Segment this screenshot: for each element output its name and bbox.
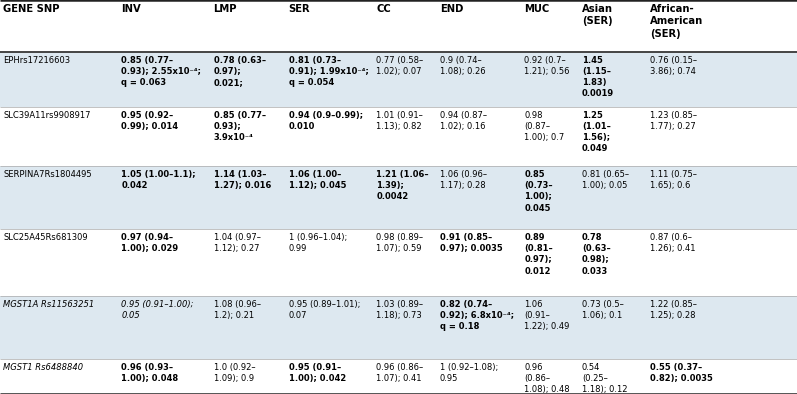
Text: 1 (0.92–1.08);
0.95: 1 (0.92–1.08); 0.95 [440, 363, 498, 383]
Text: 1.45
(1.15–
1.83)
0.0019: 1.45 (1.15– 1.83) 0.0019 [582, 56, 614, 98]
Text: 1.06 (0.96–
1.17); 0.28: 1.06 (0.96– 1.17); 0.28 [440, 170, 487, 190]
Text: GENE SNP: GENE SNP [3, 4, 60, 14]
Text: 0.87 (0.6–
1.26); 0.41: 0.87 (0.6– 1.26); 0.41 [650, 233, 696, 253]
Text: 0.94 (0.87–
1.02); 0.16: 0.94 (0.87– 1.02); 0.16 [440, 111, 487, 131]
Text: 0.98 (0.89–
1.07); 0.59: 0.98 (0.89– 1.07); 0.59 [376, 233, 423, 253]
Text: 0.98
(0.87–
1.00); 0.7: 0.98 (0.87– 1.00); 0.7 [524, 111, 565, 142]
Text: SLC25A45Rs681309: SLC25A45Rs681309 [3, 233, 88, 242]
Bar [0, 229, 797, 296]
Text: 1.0 (0.92–
1.09); 0.9: 1.0 (0.92– 1.09); 0.9 [214, 363, 255, 383]
Text: 1.06
(0.91–
1.22); 0.49: 1.06 (0.91– 1.22); 0.49 [524, 300, 570, 331]
Bar [0, 107, 797, 166]
Text: SER: SER [289, 4, 310, 14]
Text: 0.81 (0.73–
0.91); 1.99x10⁻⁴;
q = 0.054: 0.81 (0.73– 0.91); 1.99x10⁻⁴; q = 0.054 [289, 56, 368, 87]
Text: 1.14 (1.03–
1.27); 0.016: 1.14 (1.03– 1.27); 0.016 [214, 170, 271, 190]
Text: 0.92 (0.7–
1.21); 0.56: 0.92 (0.7– 1.21); 0.56 [524, 56, 570, 76]
Text: 0.85 (0.77–
0.93); 2.55x10⁻⁴;
q = 0.063: 0.85 (0.77– 0.93); 2.55x10⁻⁴; q = 0.063 [121, 56, 201, 87]
Text: 0.85
(0.73–
1.00);
0.045: 0.85 (0.73– 1.00); 0.045 [524, 170, 553, 212]
Text: 0.9 (0.74–
1.08); 0.26: 0.9 (0.74– 1.08); 0.26 [440, 56, 485, 76]
Text: 1 (0.96–1.04);
0.99: 1 (0.96–1.04); 0.99 [289, 233, 347, 253]
Text: MGST1 Rs6488840: MGST1 Rs6488840 [3, 363, 84, 372]
Text: EPHrs17216603: EPHrs17216603 [3, 56, 70, 65]
Text: 1.03 (0.89–
1.18); 0.73: 1.03 (0.89– 1.18); 0.73 [376, 300, 423, 320]
Text: Asian
(SER): Asian (SER) [582, 4, 613, 26]
Text: 0.81 (0.65–
1.00); 0.05: 0.81 (0.65– 1.00); 0.05 [582, 170, 629, 190]
Text: CC: CC [376, 4, 391, 14]
Text: 0.96 (0.93–
1.00); 0.048: 0.96 (0.93– 1.00); 0.048 [121, 363, 179, 383]
Text: 0.78
(0.63–
0.98);
0.033: 0.78 (0.63– 0.98); 0.033 [582, 233, 611, 275]
Text: INV: INV [121, 4, 141, 14]
Text: 0.73 (0.5–
1.06); 0.1: 0.73 (0.5– 1.06); 0.1 [582, 300, 624, 320]
Text: 1.06 (1.00–
1.12); 0.045: 1.06 (1.00– 1.12); 0.045 [289, 170, 346, 190]
Text: 0.96 (0.86–
1.07); 0.41: 0.96 (0.86– 1.07); 0.41 [376, 363, 423, 383]
Text: 0.82 (0.74–
0.92); 6.8x10⁻⁴;
q = 0.18: 0.82 (0.74– 0.92); 6.8x10⁻⁴; q = 0.18 [440, 300, 514, 331]
Text: END: END [440, 4, 463, 14]
Text: 0.95 (0.91–
1.00); 0.042: 0.95 (0.91– 1.00); 0.042 [289, 363, 346, 383]
Text: 0.95 (0.89–1.01);
0.07: 0.95 (0.89–1.01); 0.07 [289, 300, 360, 320]
Bar [0, 359, 797, 394]
Text: 1.11 (0.75–
1.65); 0.6: 1.11 (0.75– 1.65); 0.6 [650, 170, 697, 190]
Text: 0.94 (0.9–0.99);
0.010: 0.94 (0.9–0.99); 0.010 [289, 111, 363, 131]
Text: SLC39A11rs9908917: SLC39A11rs9908917 [3, 111, 91, 120]
Text: 0.55 (0.37–
0.82); 0.0035: 0.55 (0.37– 0.82); 0.0035 [650, 363, 713, 383]
Text: 1.22 (0.85–
1.25); 0.28: 1.22 (0.85– 1.25); 0.28 [650, 300, 697, 320]
Text: MGST1A Rs11563251: MGST1A Rs11563251 [3, 300, 94, 309]
Text: 0.95 (0.92–
0.99); 0.014: 0.95 (0.92– 0.99); 0.014 [121, 111, 179, 131]
Text: 0.91 (0.85–
0.97); 0.0035: 0.91 (0.85– 0.97); 0.0035 [440, 233, 503, 253]
Text: MUC: MUC [524, 4, 550, 14]
Text: 0.85 (0.77–
0.93);
3.9x10⁻⁴: 0.85 (0.77– 0.93); 3.9x10⁻⁴ [214, 111, 265, 142]
Text: 1.05 (1.00–1.1);
0.042: 1.05 (1.00–1.1); 0.042 [121, 170, 196, 190]
Text: 0.54
(0.25–
1.18); 0.12: 0.54 (0.25– 1.18); 0.12 [582, 363, 627, 394]
Bar [0, 52, 797, 107]
Text: 0.76 (0.15–
3.86); 0.74: 0.76 (0.15– 3.86); 0.74 [650, 56, 697, 76]
Text: 1.01 (0.91–
1.13); 0.82: 1.01 (0.91– 1.13); 0.82 [376, 111, 423, 131]
Text: 1.21 (1.06–
1.39);
0.0042: 1.21 (1.06– 1.39); 0.0042 [376, 170, 429, 201]
Bar [0, 296, 797, 359]
Text: 0.96
(0.86–
1.08); 0.48: 0.96 (0.86– 1.08); 0.48 [524, 363, 570, 394]
Text: African-
American
(SER): African- American (SER) [650, 4, 704, 39]
Text: 0.89
(0.81–
0.97);
0.012: 0.89 (0.81– 0.97); 0.012 [524, 233, 553, 275]
Text: SERPINA7Rs1804495: SERPINA7Rs1804495 [3, 170, 92, 179]
Text: LMP: LMP [214, 4, 237, 14]
Text: 1.04 (0.97–
1.12); 0.27: 1.04 (0.97– 1.12); 0.27 [214, 233, 261, 253]
Text: 0.78 (0.63–
0.97);
0.021;: 0.78 (0.63– 0.97); 0.021; [214, 56, 265, 87]
Text: 1.08 (0.96–
1.2); 0.21: 1.08 (0.96– 1.2); 0.21 [214, 300, 261, 320]
Text: 1.25
(1.01–
1.56);
0.049: 1.25 (1.01– 1.56); 0.049 [582, 111, 611, 153]
Bar [0, 0, 797, 52]
Text: 0.77 (0.58–
1.02); 0.07: 0.77 (0.58– 1.02); 0.07 [376, 56, 423, 76]
Text: 0.97 (0.94–
1.00); 0.029: 0.97 (0.94– 1.00); 0.029 [121, 233, 179, 253]
Text: 0.95 (0.91–1.00);
0.05: 0.95 (0.91–1.00); 0.05 [121, 300, 194, 320]
Bar [0, 166, 797, 229]
Text: 1.23 (0.85–
1.77); 0.27: 1.23 (0.85– 1.77); 0.27 [650, 111, 697, 131]
